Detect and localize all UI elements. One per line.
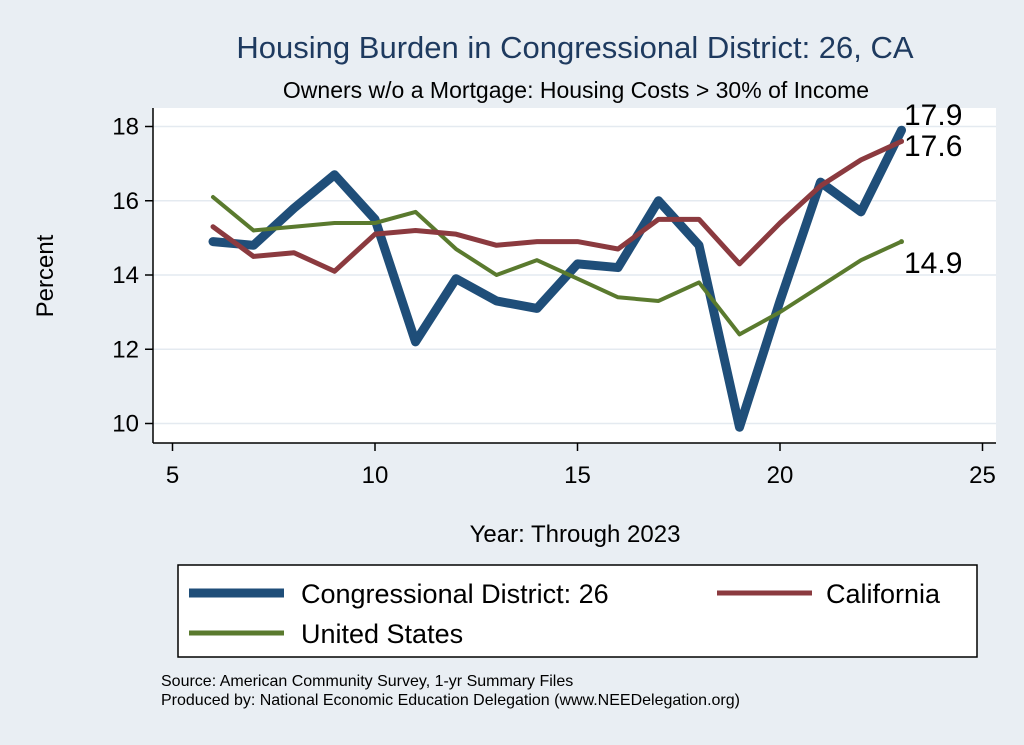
y-tick-label: 14 <box>112 262 139 289</box>
y-tick-label: 16 <box>112 188 139 215</box>
legend-box <box>177 564 978 658</box>
source-note: Source: American Community Survey, 1-yr … <box>161 673 573 690</box>
series-line-us <box>211 195 904 337</box>
end-label-california: 17.6 <box>904 130 962 163</box>
end-label-district: 17.9 <box>904 99 962 132</box>
series-lines <box>208 125 906 432</box>
end-point <box>899 239 904 245</box>
x-tick-label: 10 <box>362 462 389 489</box>
x-tick-label: 25 <box>969 462 996 489</box>
legend: Congressional District: 26 California Un… <box>177 564 978 658</box>
end-point <box>899 127 904 133</box>
y-tick-label: 12 <box>112 336 139 363</box>
chart-subtitle: Owners w/o a Mortgage: Housing Costs > 3… <box>283 77 869 103</box>
legend-label-california: California <box>826 579 941 609</box>
series-line-district <box>208 125 906 432</box>
producer-note: Produced by: National Economic Education… <box>161 692 740 709</box>
series-line-california <box>210 138 904 274</box>
ticks: 10 12 14 16 18 5 10 15 20 25 <box>112 114 996 490</box>
x-axis-title: Year: Through 2023 <box>470 521 681 548</box>
chart-title: Housing Burden in Congressional District… <box>236 30 913 65</box>
y-axis-title: Percent <box>32 234 59 317</box>
x-tick-label: 20 <box>767 462 794 489</box>
legend-label-district: Congressional District: 26 <box>301 579 609 609</box>
x-tick-label: 15 <box>564 462 591 489</box>
y-tick-label: 10 <box>112 411 139 438</box>
x-tick-label: 5 <box>166 462 179 489</box>
y-tick-label: 18 <box>112 114 139 141</box>
end-label-us: 14.9 <box>904 247 962 280</box>
grid-lines <box>153 125 996 425</box>
end-point <box>899 138 904 144</box>
legend-label-us: United States <box>301 619 463 649</box>
end-labels: 17.917.6 14.9 <box>899 99 962 280</box>
